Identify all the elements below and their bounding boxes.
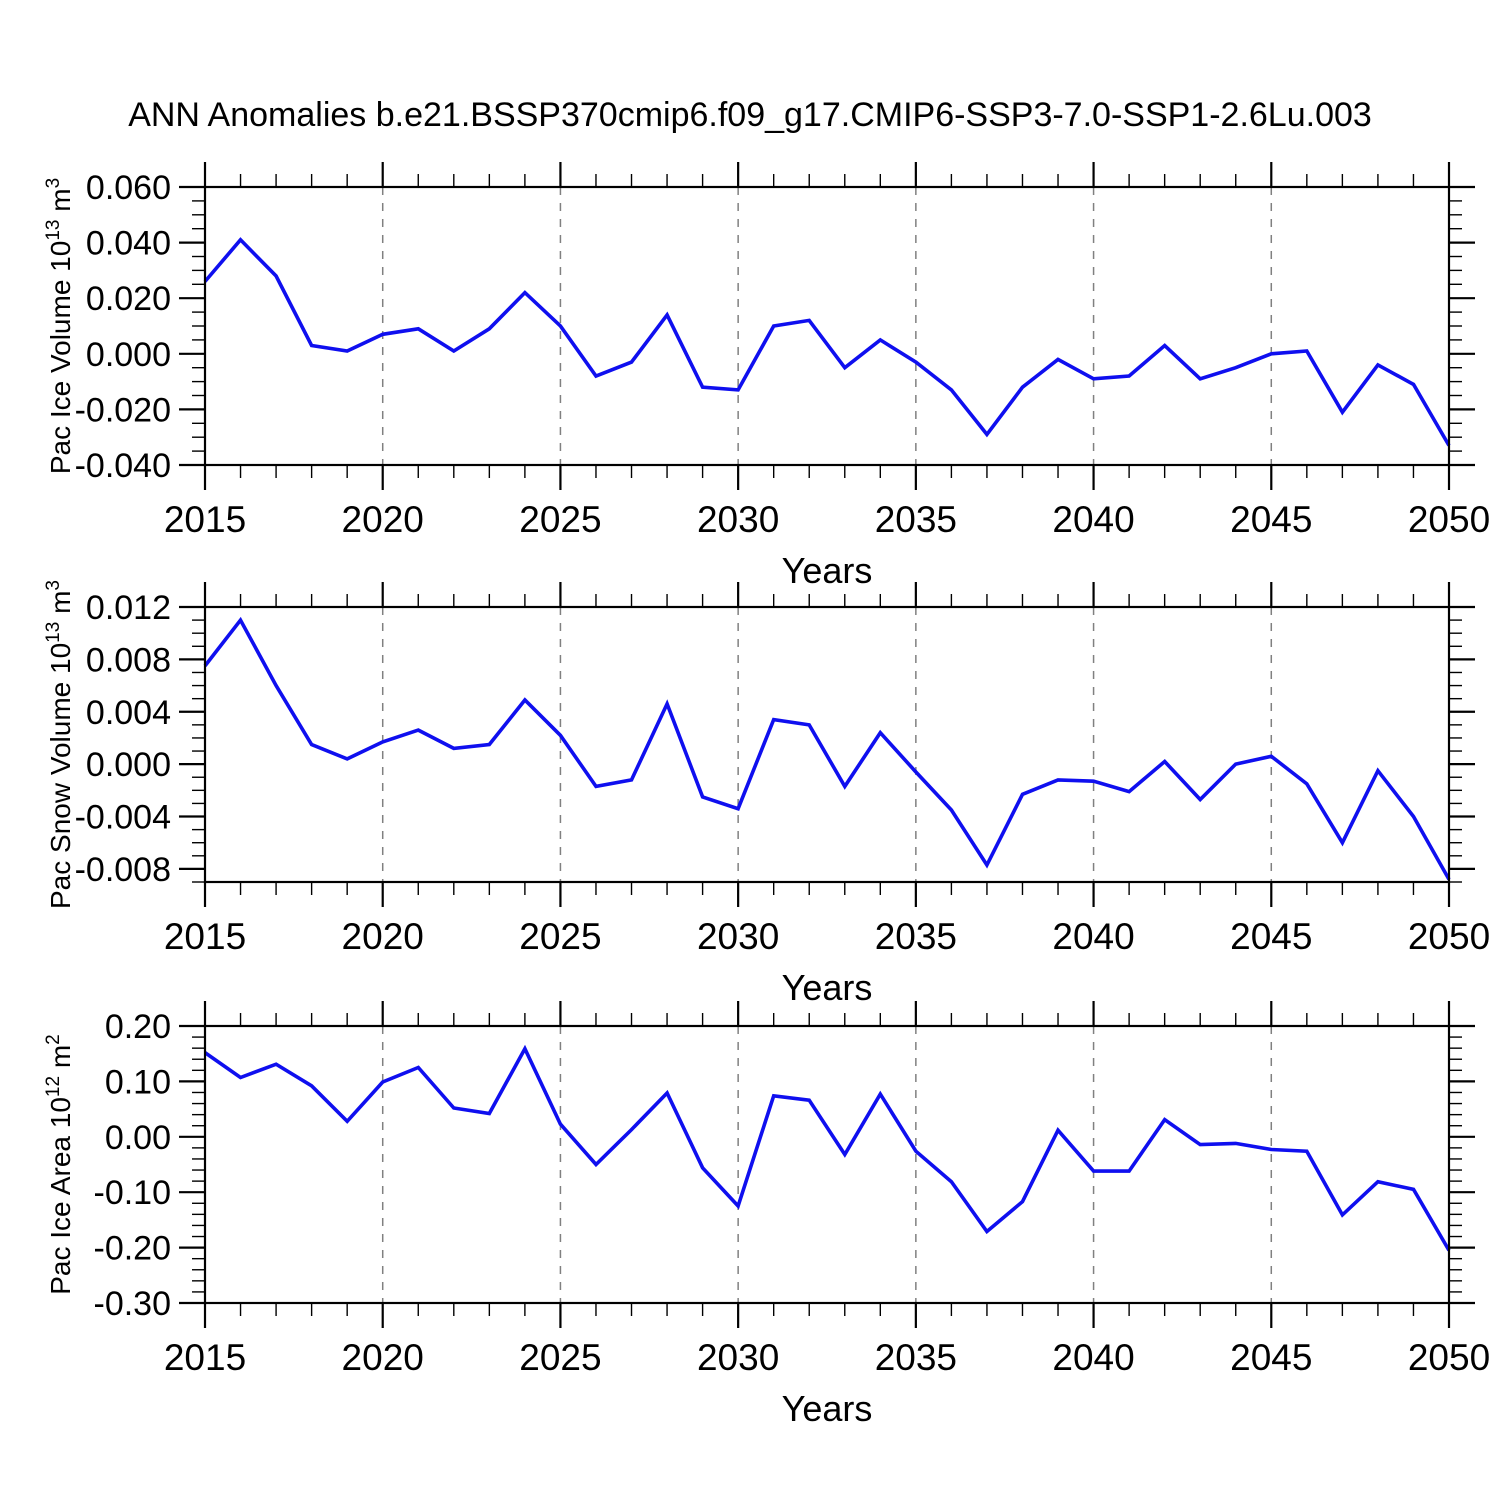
y-axis-title: Pac Snow Volume 1013 m3 bbox=[43, 580, 76, 909]
x-tick-label: 2040 bbox=[1052, 1337, 1134, 1378]
ticks bbox=[179, 162, 1475, 490]
y-tick-label: 0.040 bbox=[86, 225, 171, 263]
gridlines bbox=[381, 1026, 1273, 1303]
y-tick-label: -0.10 bbox=[94, 1174, 172, 1212]
x-tick-label: 2025 bbox=[519, 916, 601, 957]
y-axis-title: Pac Ice Volume 1013 m3 bbox=[43, 178, 76, 474]
y-tick-label: 0.004 bbox=[86, 694, 171, 732]
y-tick-label: -0.008 bbox=[75, 851, 171, 889]
gridlines bbox=[381, 187, 1273, 465]
plot-frame bbox=[203, 185, 1451, 467]
y-tick-label: 0.10 bbox=[105, 1063, 171, 1101]
y-axis-title: Pac Ice Area 1012 m2 bbox=[43, 1034, 76, 1295]
y-tick-label: 0.020 bbox=[86, 280, 171, 318]
x-tick-label: 2050 bbox=[1408, 916, 1490, 957]
y-tick-label: -0.20 bbox=[94, 1230, 172, 1268]
x-tick-label: 2030 bbox=[697, 916, 779, 957]
x-tick-label: 2045 bbox=[1230, 499, 1312, 540]
x-tick-label: 2020 bbox=[342, 1337, 424, 1378]
x-tick-label: 2045 bbox=[1230, 1337, 1312, 1378]
panel-pac-snow-volume: 0.012 0.008 0.004 0.000 -0.004 -0.008 2015 2020… bbox=[43, 580, 1490, 1008]
x-tick-label: 2015 bbox=[164, 916, 246, 957]
gridlines bbox=[381, 607, 1273, 882]
ticks bbox=[179, 1001, 1475, 1328]
x-tick-label: 2025 bbox=[519, 1337, 601, 1378]
x-tick-label: 2030 bbox=[697, 499, 779, 540]
y-tick-label: 0.000 bbox=[86, 746, 171, 784]
x-tick-label: 2040 bbox=[1052, 499, 1134, 540]
x-axis-title: Years bbox=[782, 967, 873, 1008]
x-tick-labels: 2015 2020 2025 2030 2035 2040 2045 2050 bbox=[164, 916, 1490, 957]
ticks bbox=[179, 582, 1475, 907]
y-tick-labels: 0.012 0.008 0.004 0.000 -0.004 -0.008 bbox=[75, 589, 171, 889]
x-tick-label: 2050 bbox=[1408, 1337, 1490, 1378]
x-tick-label: 2025 bbox=[519, 499, 601, 540]
data-line-pac-snow-volume bbox=[203, 616, 1451, 881]
x-tick-label: 2050 bbox=[1408, 499, 1490, 540]
y-tick-label: 0.008 bbox=[86, 641, 171, 679]
x-tick-labels: 2015 2020 2025 2030 2035 2040 2045 2050 bbox=[164, 499, 1490, 540]
panel-pac-ice-volume: 0.060 0.040 0.020 0.000 -0.020 -0.040 2015 2020… bbox=[43, 162, 1490, 591]
y-tick-label: 0.00 bbox=[105, 1119, 171, 1157]
y-tick-labels: 0.060 0.040 0.020 0.000 -0.020 -0.040 bbox=[75, 169, 171, 485]
plot-frame bbox=[203, 1024, 1451, 1305]
y-tick-labels: 0.20 0.10 0.00 -0.10 -0.20 -0.30 bbox=[94, 1008, 172, 1323]
x-axis-title: Years bbox=[782, 550, 873, 591]
x-tick-label: 2030 bbox=[697, 1337, 779, 1378]
x-tick-label: 2035 bbox=[875, 1337, 957, 1378]
y-tick-label: -0.30 bbox=[94, 1285, 172, 1323]
x-tick-label: 2015 bbox=[164, 1337, 246, 1378]
x-tick-label: 2045 bbox=[1230, 916, 1312, 957]
plot-frame bbox=[203, 605, 1451, 884]
data-line-pac-ice-area bbox=[203, 1044, 1451, 1252]
x-tick-label: 2040 bbox=[1052, 916, 1134, 957]
y-tick-label: 0.012 bbox=[86, 589, 171, 627]
x-tick-label: 2035 bbox=[875, 499, 957, 540]
x-axis-title: Years bbox=[782, 1388, 873, 1429]
data-line-pac-ice-volume bbox=[203, 237, 1451, 447]
chart-title: ANN Anomalies b.e21.BSSP370cmip6.f09_g17… bbox=[128, 96, 1372, 134]
y-tick-label: 0.20 bbox=[105, 1008, 171, 1046]
x-tick-label: 2015 bbox=[164, 499, 246, 540]
y-tick-label: 0.060 bbox=[86, 169, 171, 207]
y-tick-label: -0.040 bbox=[75, 447, 171, 485]
y-tick-label: 0.000 bbox=[86, 336, 171, 374]
y-tick-label: -0.004 bbox=[75, 799, 171, 837]
x-tick-labels: 2015 2020 2025 2030 2035 2040 2045 2050 bbox=[164, 1337, 1490, 1378]
y-tick-label: -0.020 bbox=[75, 391, 171, 429]
x-tick-label: 2020 bbox=[342, 916, 424, 957]
x-tick-label: 2035 bbox=[875, 916, 957, 957]
x-tick-label: 2020 bbox=[342, 499, 424, 540]
